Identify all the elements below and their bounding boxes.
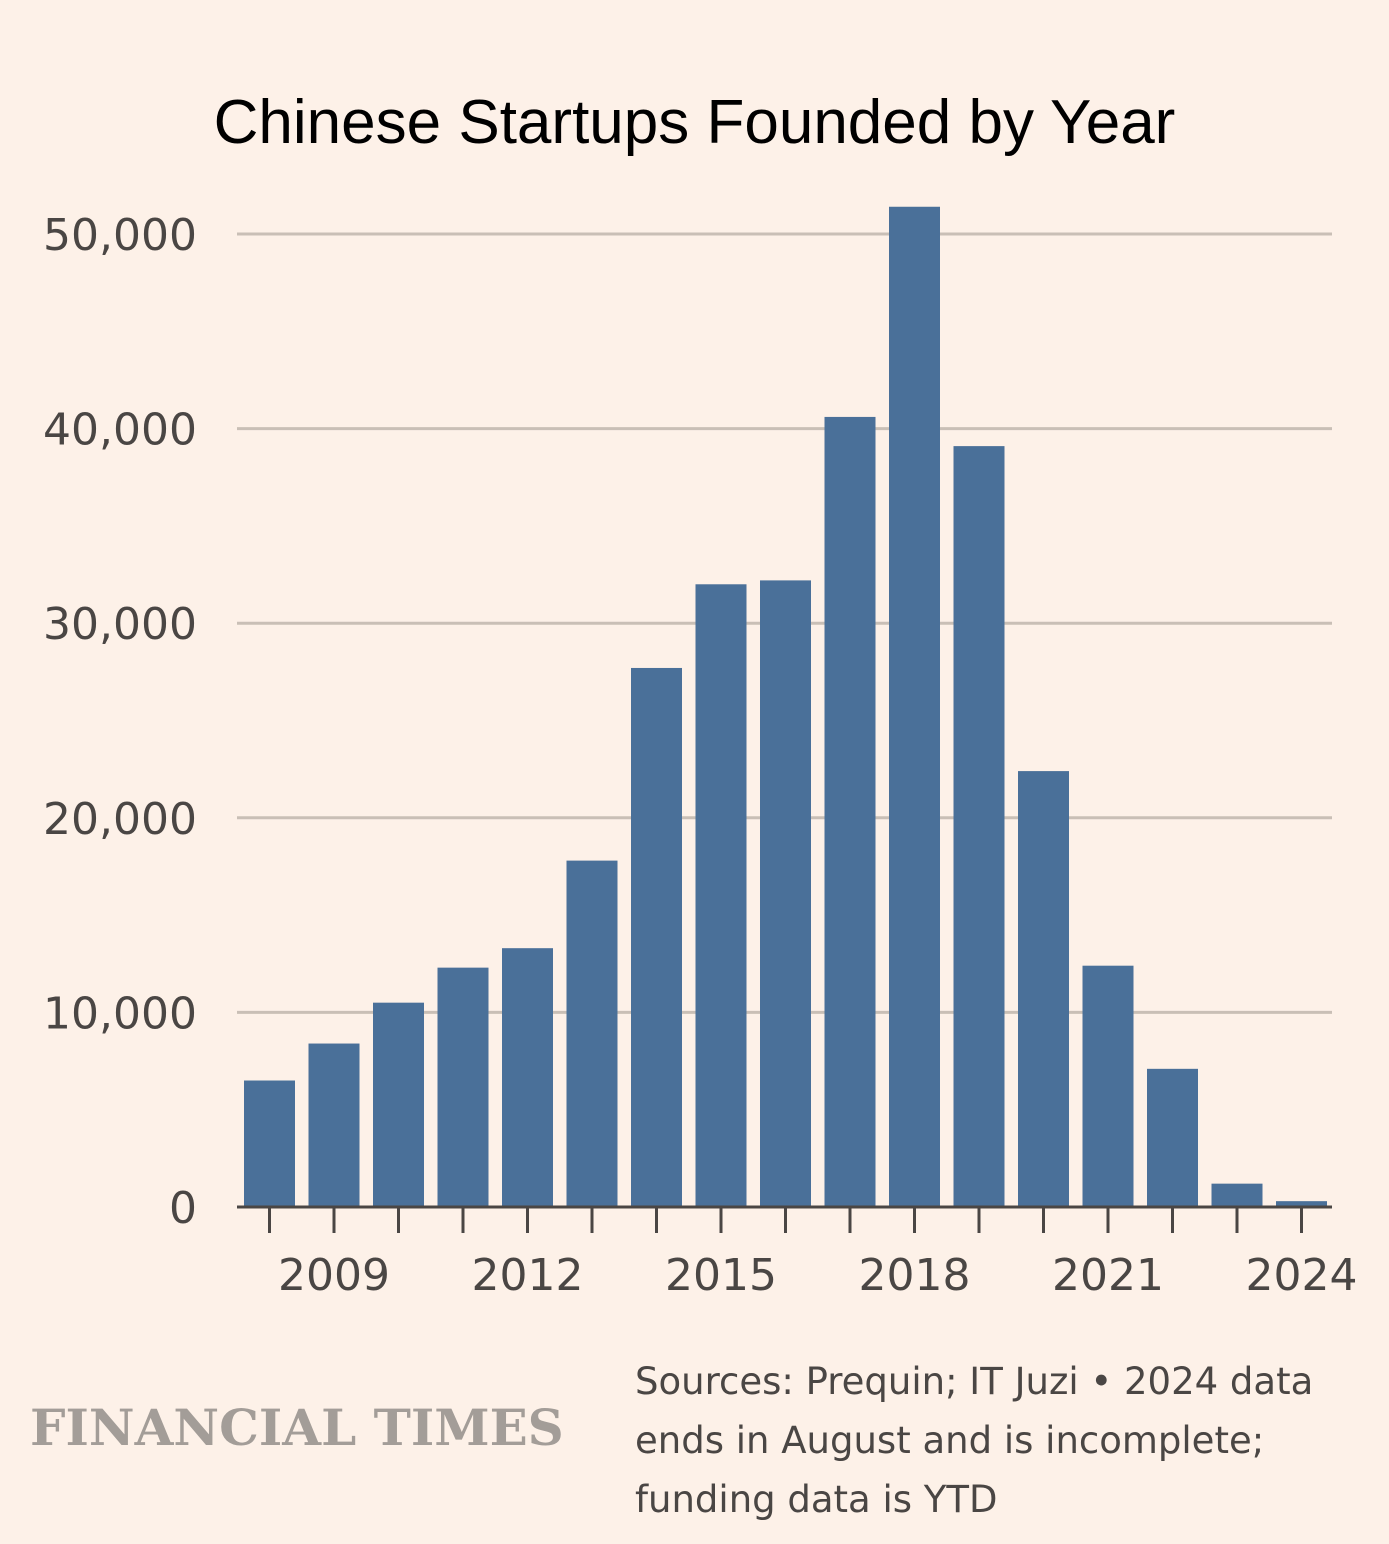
- y-tick-label: 50,000: [43, 210, 197, 261]
- y-tick-label: 20,000: [43, 794, 197, 845]
- bar-2019: [953, 446, 1005, 1207]
- y-tick-label: 40,000: [43, 405, 197, 456]
- bar-2011: [437, 967, 489, 1207]
- bar-2009: [308, 1043, 360, 1207]
- source-note: Sources: Prequin; IT Juzi • 2024 data en…: [635, 1352, 1375, 1529]
- bar-2015: [695, 584, 747, 1207]
- bar-2017: [824, 416, 876, 1207]
- x-axis: 2009 2012 2015 2018 2021 2024: [237, 1205, 1358, 1301]
- source-line: funding data is YTD: [635, 1478, 998, 1521]
- y-tick-label: 0: [169, 1183, 197, 1234]
- bar-2024: [1276, 1201, 1327, 1207]
- y-axis-labels: 0 10,000 20,000 30,000 40,000 50,000: [43, 210, 197, 1234]
- bar-chart: 0 10,000 20,000 30,000 40,000 50,000 2009 2012…: [43, 206, 1358, 1301]
- chart-title: Chinese Startups Founded by Year: [213, 88, 1176, 157]
- x-tick-label: 2012: [472, 1250, 584, 1301]
- bar-2021: [1082, 965, 1134, 1207]
- bar-2023: [1211, 1183, 1263, 1207]
- y-tick-label: 10,000: [43, 988, 197, 1039]
- bar-2022: [1147, 1068, 1198, 1207]
- y-tick-label: 30,000: [43, 599, 197, 650]
- bar-2013: [566, 860, 618, 1207]
- bar-2018: [889, 206, 940, 1208]
- bar-2020: [1018, 771, 1069, 1207]
- x-tick-label: 2018: [859, 1250, 971, 1301]
- bar-2010: [373, 1002, 424, 1207]
- x-tick-label: 2024: [1246, 1250, 1358, 1301]
- bars: [244, 206, 1327, 1208]
- bar-2014: [631, 667, 682, 1207]
- bar-2012: [502, 948, 553, 1207]
- x-tick-label: 2009: [278, 1250, 390, 1301]
- source-line: ends in August and is incomplete;: [635, 1419, 1265, 1462]
- bar-2008: [244, 1080, 295, 1207]
- x-tick-label: 2021: [1052, 1250, 1164, 1301]
- financial-times-logo: FINANCIAL TIMES: [30, 1398, 564, 1457]
- bar-2016: [760, 580, 811, 1207]
- x-tick-label: 2015: [665, 1250, 777, 1301]
- source-line: Sources: Prequin; IT Juzi • 2024 data: [635, 1360, 1314, 1403]
